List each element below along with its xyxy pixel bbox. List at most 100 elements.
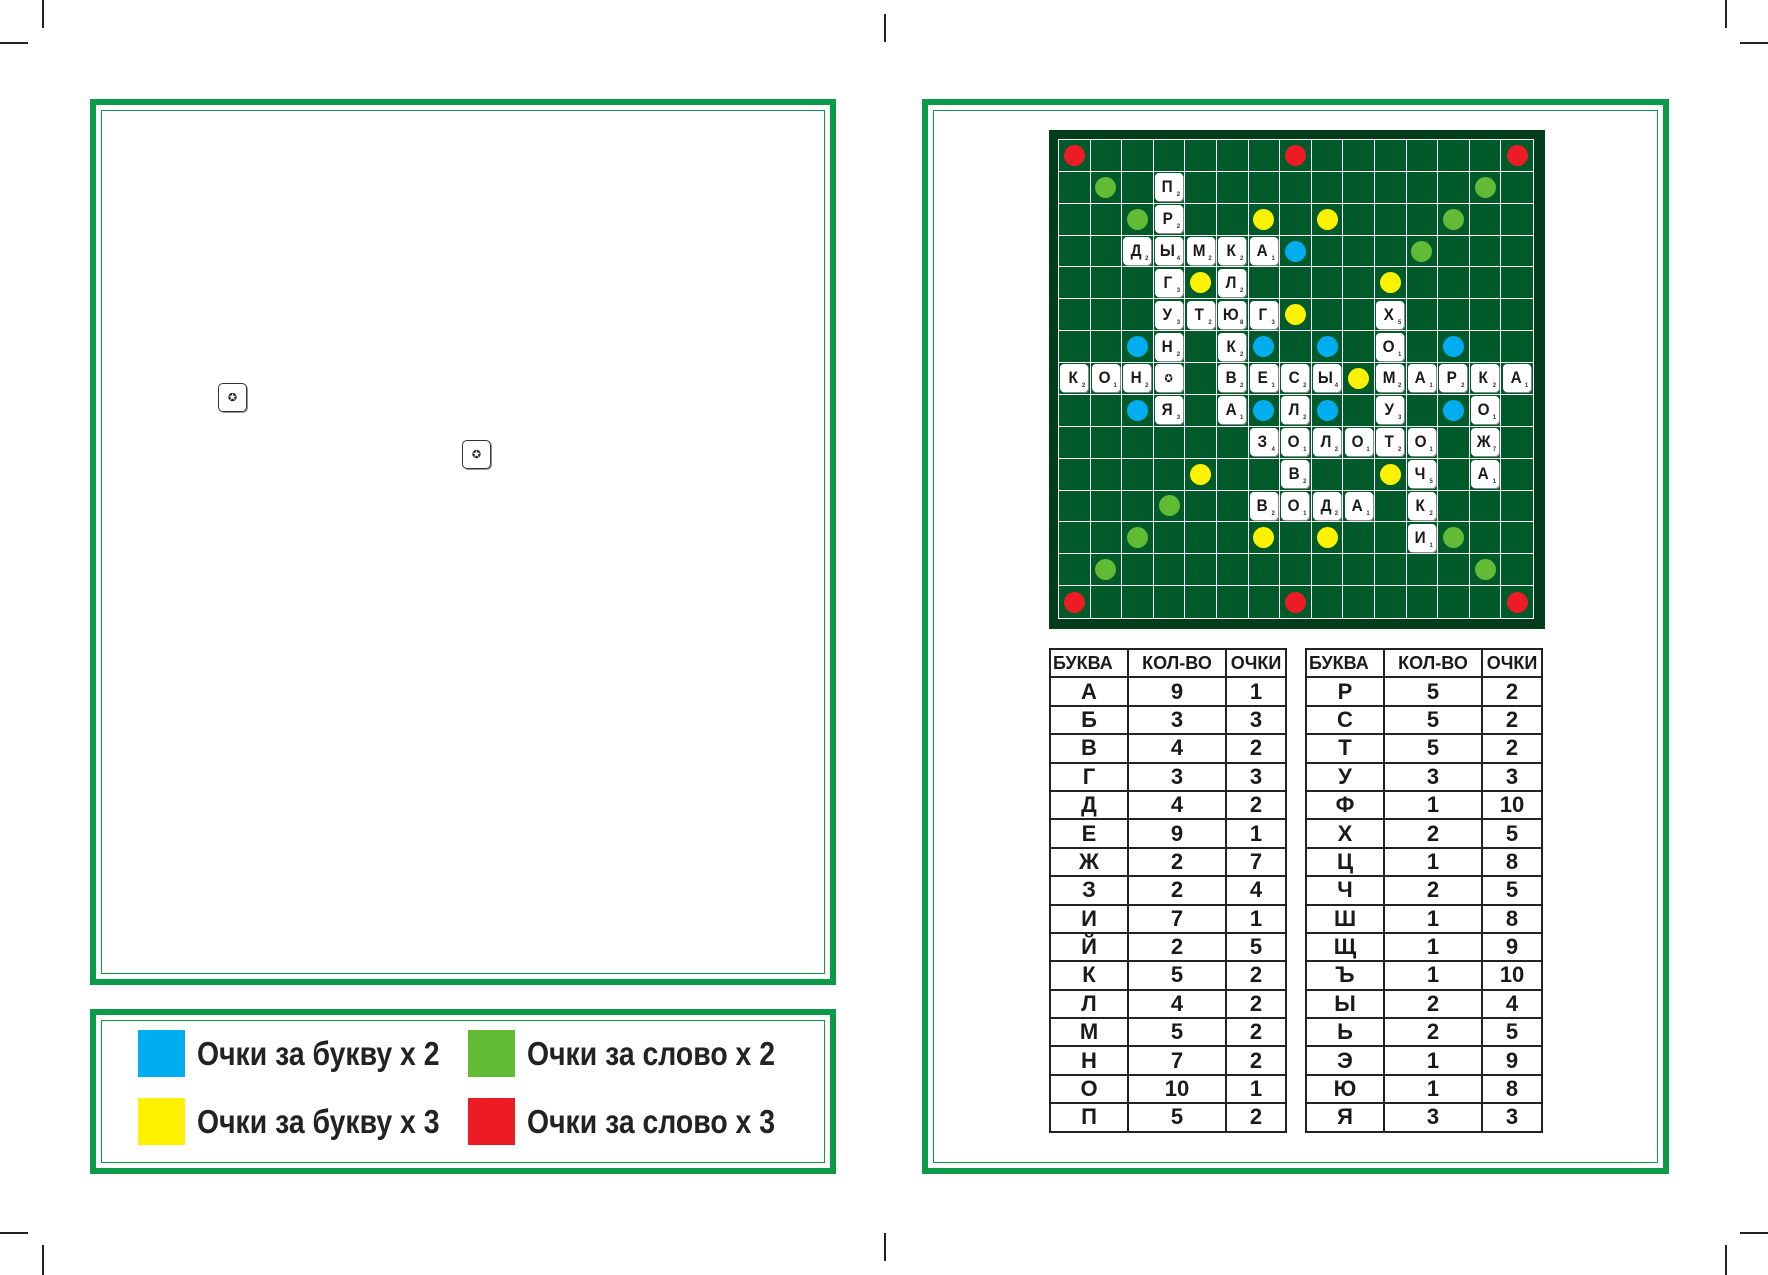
board-cell[interactable] — [1059, 554, 1091, 587]
board-cell[interactable] — [1469, 554, 1502, 587]
board-cell[interactable] — [1090, 554, 1123, 587]
board-cell[interactable] — [1059, 267, 1091, 300]
board-cell[interactable] — [1185, 490, 1217, 523]
board-cell[interactable] — [1280, 299, 1312, 332]
board-cell[interactable] — [1185, 171, 1217, 204]
board-cell[interactable] — [1122, 140, 1154, 172]
board-cell[interactable] — [1438, 171, 1470, 204]
board-cell[interactable] — [1153, 140, 1186, 172]
board-cell[interactable] — [1406, 394, 1439, 427]
board-cell[interactable] — [1375, 267, 1407, 300]
board-cell[interactable] — [1185, 203, 1217, 236]
board-cell[interactable] — [1185, 522, 1217, 555]
board-cell[interactable] — [1406, 331, 1439, 364]
board-cell[interactable] — [1280, 140, 1312, 172]
board-cell[interactable] — [1280, 171, 1312, 204]
board-cell[interactable] — [1185, 331, 1217, 364]
board-cell[interactable] — [1217, 140, 1249, 172]
board-cell[interactable] — [1059, 140, 1091, 172]
board-cell[interactable] — [1343, 331, 1375, 364]
board-cell[interactable] — [1059, 394, 1091, 427]
board-cell[interactable] — [1280, 267, 1312, 300]
board-cell[interactable] — [1248, 267, 1281, 300]
board-cell[interactable] — [1311, 235, 1344, 268]
board-cell[interactable] — [1249, 586, 1281, 618]
board-cell[interactable] — [1122, 331, 1154, 364]
board-cell[interactable] — [1217, 490, 1249, 523]
board-cell[interactable] — [1217, 203, 1249, 236]
board-cell[interactable] — [1122, 522, 1154, 555]
board-cell[interactable] — [1470, 586, 1502, 618]
board-cell[interactable] — [1311, 140, 1344, 172]
board-cell[interactable] — [1501, 236, 1533, 268]
board-cell[interactable] — [1059, 586, 1091, 618]
board-cell[interactable] — [1375, 554, 1407, 587]
board-cell[interactable] — [1501, 204, 1533, 236]
board-cell[interactable] — [1090, 331, 1123, 364]
board-cell[interactable] — [1217, 458, 1249, 491]
board-cell[interactable] — [1280, 331, 1312, 364]
board-cell[interactable] — [1153, 490, 1186, 523]
board-cell[interactable] — [1469, 490, 1502, 523]
board-cell[interactable] — [1343, 363, 1375, 395]
board-cell[interactable] — [1438, 299, 1470, 332]
board-cell[interactable] — [1501, 491, 1533, 523]
board-cell[interactable] — [1438, 331, 1470, 364]
board-cell[interactable] — [1090, 426, 1123, 459]
board-cell[interactable] — [1311, 203, 1344, 236]
board-cell[interactable] — [1280, 203, 1312, 236]
board-cell[interactable] — [1185, 394, 1217, 427]
board-cell[interactable] — [1343, 171, 1375, 204]
board-cell[interactable] — [1122, 299, 1154, 332]
board-cell[interactable] — [1406, 299, 1439, 332]
board-cell[interactable] — [1375, 458, 1407, 491]
board-cell[interactable] — [1312, 586, 1344, 618]
board-cell[interactable] — [1438, 490, 1470, 523]
board-cell[interactable] — [1438, 267, 1470, 300]
board-cell[interactable] — [1122, 394, 1154, 427]
board-cell[interactable] — [1438, 140, 1470, 172]
board-cell[interactable] — [1343, 203, 1375, 236]
board-cell[interactable] — [1501, 522, 1533, 555]
board-cell[interactable] — [1153, 554, 1186, 587]
board-cell[interactable] — [1469, 522, 1502, 555]
board-cell[interactable] — [1469, 140, 1502, 172]
board-cell[interactable] — [1059, 522, 1091, 555]
board-cell[interactable] — [1091, 586, 1123, 618]
